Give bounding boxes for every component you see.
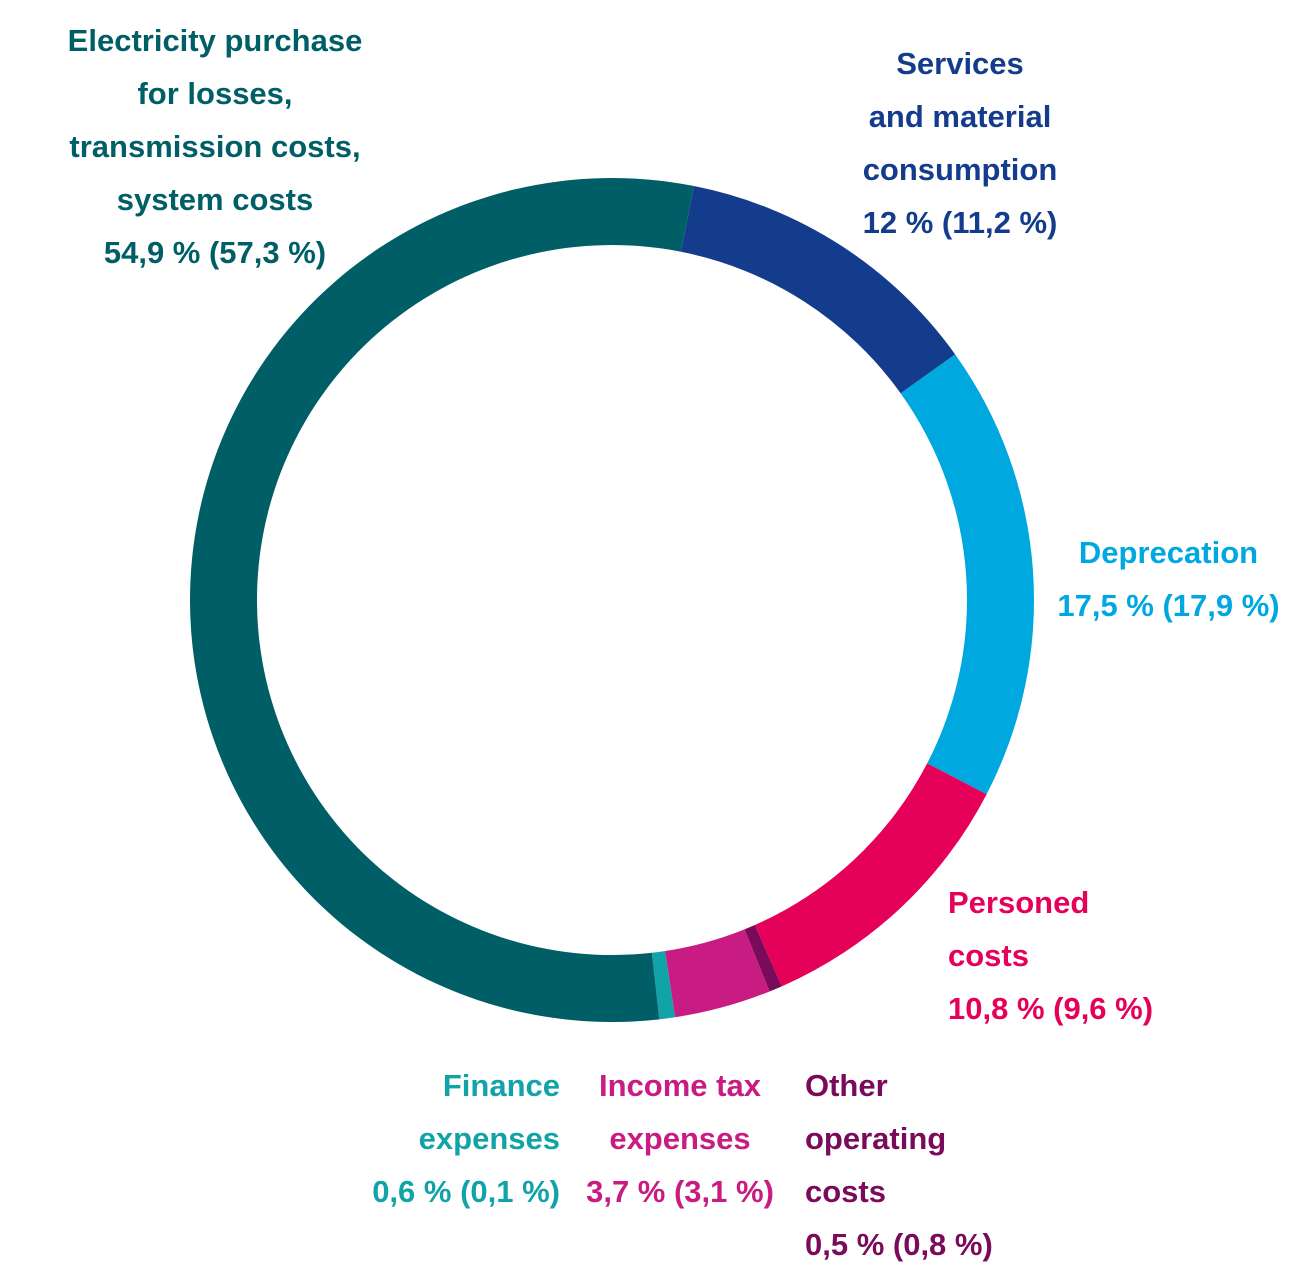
segment-label: Finance expenses 0,6 % (0,1 %) <box>330 1059 560 1218</box>
donut-segment <box>651 951 676 1020</box>
segment-label: Personed costs 10,8 % (9,6 %) <box>948 876 1248 1035</box>
segment-label: Deprecation 17,5 % (17,9 %) <box>1040 526 1297 632</box>
donut-segment <box>190 178 694 1023</box>
value-label: 10,8 % (9,6 %) <box>948 991 1154 1026</box>
value-label: 12 % (11,2 %) <box>862 205 1058 240</box>
donut-segment <box>900 354 1034 795</box>
category-label: Other operating costs <box>805 1068 947 1209</box>
category-label: Deprecation <box>1078 535 1259 570</box>
value-label: 0,6 % (0,1 %) <box>372 1174 560 1209</box>
value-label: 3,7 % (3,1 %) <box>586 1174 774 1209</box>
value-label: 54,9 % (57,3 %) <box>103 235 327 270</box>
donut-segment <box>754 763 987 987</box>
segment-label: Income tax expenses 3,7 % (3,1 %) <box>570 1059 790 1218</box>
category-label: Electricity purchase for losses, transmi… <box>67 23 363 217</box>
segment-label: Electricity purchase for losses, transmi… <box>10 14 420 279</box>
value-label: 0,5 % (0,8 %) <box>805 1227 993 1262</box>
category-label: Income tax expenses <box>599 1068 761 1156</box>
donut-segment <box>680 186 956 394</box>
donut-segment <box>744 925 782 992</box>
segment-label: Other operating costs 0,5 % (0,8 %) <box>805 1059 1105 1271</box>
segment-label: Services and material consumption 12 % (1… <box>800 37 1120 249</box>
category-label: Finance expenses <box>418 1068 560 1156</box>
category-label: Services and material consumption <box>862 46 1058 187</box>
value-label: 17,5 % (17,9 %) <box>1057 588 1280 623</box>
category-label: Personed costs <box>948 885 1090 973</box>
donut-segment <box>665 929 770 1018</box>
